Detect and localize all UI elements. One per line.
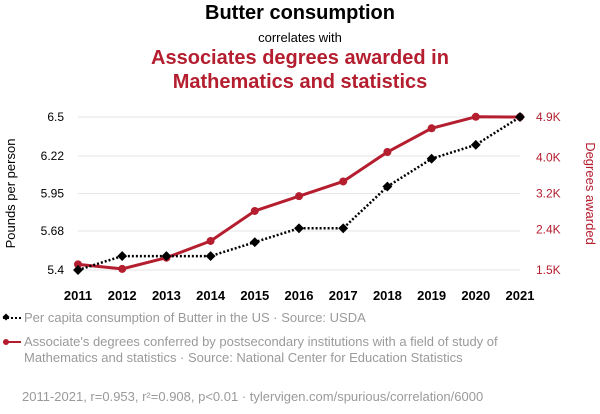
- x-tick-label: 2018: [373, 288, 402, 303]
- series-butter-point: [205, 251, 216, 262]
- series-degrees-point: [118, 264, 127, 273]
- x-tick-label: 2021: [506, 288, 535, 303]
- x-tick-label: 2015: [240, 288, 269, 303]
- x-tick-label: 2019: [417, 288, 446, 303]
- y-right-tick-label: 3.2K: [536, 187, 561, 201]
- series-butter-line: [77, 115, 521, 272]
- y-right-tick-label: 2.4K: [536, 223, 561, 237]
- series-degrees-point: [383, 148, 392, 157]
- y-right-tick-label: 1.5K: [536, 263, 561, 277]
- legend-swatch-circle-line-icon: [3, 339, 21, 345]
- legend-item-butter-label: Per capita consumption of Butter in the …: [24, 310, 366, 325]
- series-butter-point: [338, 223, 349, 234]
- series-degrees-point: [74, 260, 82, 269]
- y-axis-right-title: Degrees awarded: [583, 142, 598, 245]
- y-left-tick-label: 5.68: [41, 224, 65, 238]
- x-tick-label: 2014: [196, 288, 226, 303]
- y-left-tick-label: 5.95: [41, 187, 65, 201]
- x-tick-label: 2013: [152, 288, 181, 303]
- series-butter-point: [73, 265, 83, 275]
- footer-stats: 2011-2021, r=0.953, r²=0.908, p<0.01 · t…: [22, 389, 484, 404]
- series-degrees-point: [206, 236, 215, 245]
- series-butter-point: [515, 112, 525, 122]
- y-axis-left-title: Pounds per person: [3, 139, 18, 249]
- series-butter-point: [294, 223, 304, 234]
- legend-swatch-dotted-diamond-icon: [2, 313, 21, 321]
- series-butter-point: [117, 251, 128, 262]
- series-butter-point: [382, 181, 393, 192]
- y-right-tick-label: 4.9K: [536, 110, 561, 124]
- series-degrees-point: [250, 206, 259, 215]
- x-tick-label: 2020: [461, 288, 490, 303]
- chart-title-secondary: Associates degrees awarded in Mathematic…: [0, 46, 600, 94]
- chart-subtitle: correlates with: [258, 30, 342, 45]
- series-degrees-point: [427, 124, 436, 133]
- x-tick-label: 2011: [64, 288, 92, 303]
- series-butter-point: [426, 153, 437, 164]
- legend-item-degrees-label: Associate's degrees conferred by postsec…: [24, 334, 498, 365]
- chart-title: Butter consumption: [205, 2, 395, 24]
- y-left-tick-label: 6.22: [41, 149, 65, 163]
- y-left-tick-label: 5.4: [47, 263, 64, 277]
- x-tick-label: 2016: [285, 288, 314, 303]
- series-degrees-point: [471, 112, 480, 121]
- x-tick-label: 2012: [108, 288, 137, 303]
- series-degrees-point: [339, 177, 348, 186]
- chart-title-secondary-line2: Mathematics and statistics: [172, 71, 428, 93]
- series-degrees-point: [295, 192, 303, 201]
- series-butter-point: [249, 237, 260, 248]
- chart-title-secondary-line1: Associates degrees awarded in: [151, 47, 449, 69]
- series-butter-point: [161, 251, 172, 262]
- y-left-tick-label: 6.5: [47, 110, 64, 124]
- y-right-tick-label: 4.0K: [536, 151, 561, 165]
- series-butter-point: [470, 139, 481, 150]
- x-tick-label: 2017: [329, 288, 358, 303]
